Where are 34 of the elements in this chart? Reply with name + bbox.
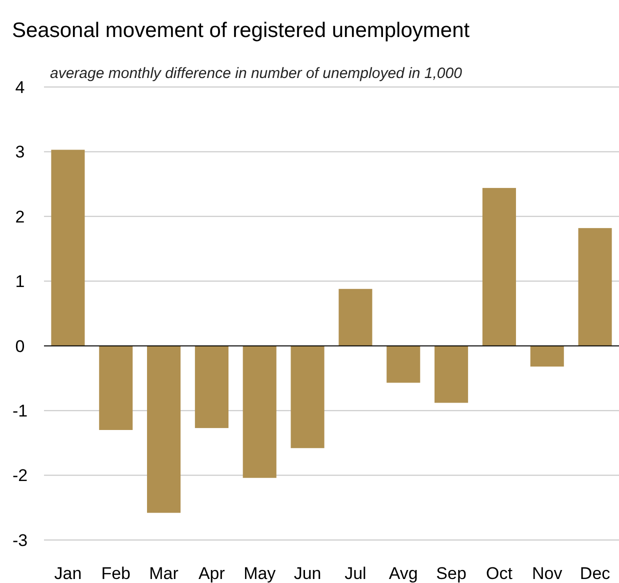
bar	[242, 346, 276, 478]
chart-subtitle: average monthly difference in number of unemployed in 1,000	[50, 65, 463, 82]
bar	[99, 346, 133, 430]
x-tick-label: Nov	[532, 564, 563, 583]
y-tick-label: 0	[15, 336, 25, 356]
x-tick-label: Oct	[486, 564, 513, 583]
x-tick-label: Feb	[101, 564, 131, 583]
bar	[482, 188, 516, 346]
chart-title: Seasonal movement of registered unemployment	[12, 19, 470, 42]
bar	[338, 288, 372, 346]
bar	[51, 150, 85, 346]
x-tick-label: Avg	[388, 564, 418, 583]
x-tick-label: Jun	[294, 564, 322, 583]
y-tick-label: 2	[15, 207, 25, 226]
y-tick-label: -3	[12, 530, 28, 550]
x-tick-label: Mar	[149, 564, 179, 583]
bar	[194, 346, 228, 428]
bar	[290, 346, 324, 448]
x-tick-label: Jul	[344, 564, 366, 583]
x-tick-label: Dec	[580, 564, 611, 583]
x-tick-label: Sep	[436, 564, 466, 583]
y-tick-label: 3	[15, 142, 25, 162]
y-tick-label: -2	[12, 466, 28, 486]
y-tick-label: 4	[15, 78, 25, 97]
bar	[578, 228, 612, 346]
bar	[530, 346, 564, 367]
bar	[386, 346, 420, 383]
x-tick-label: Apr	[198, 564, 226, 583]
x-tick-label: May	[244, 564, 276, 583]
x-tick-label: Jan	[54, 564, 82, 583]
y-tick-label: -1	[12, 402, 28, 421]
bar	[147, 346, 181, 513]
bar	[434, 346, 468, 403]
y-tick-label: 1	[15, 272, 25, 292]
